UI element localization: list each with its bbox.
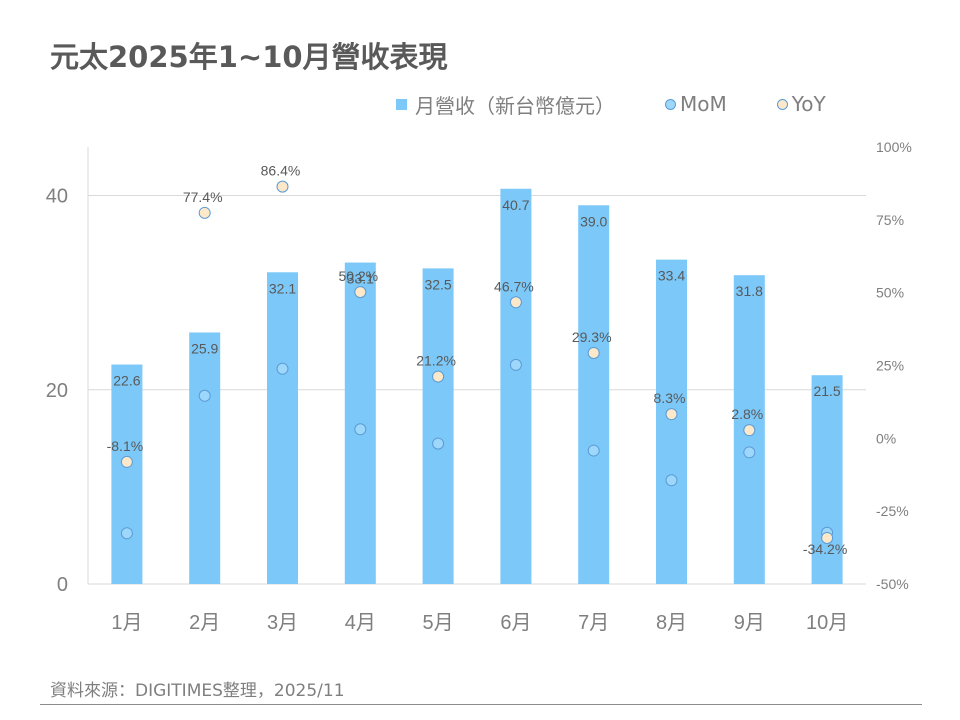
bar-revenue bbox=[111, 364, 143, 584]
y-left-tick-label: 20 bbox=[46, 380, 68, 402]
marker-yoy bbox=[821, 531, 834, 544]
x-tick-label: 5月 bbox=[423, 612, 454, 634]
bar-data-label: 21.5 bbox=[813, 383, 840, 399]
marker-yoy bbox=[198, 206, 211, 219]
bar-revenue bbox=[189, 332, 221, 584]
marker-yoy bbox=[276, 180, 289, 193]
legend-label-revenue: 月營收（新台幣億元） bbox=[415, 93, 615, 118]
marker-yoy bbox=[509, 296, 522, 309]
footer-divider bbox=[40, 704, 922, 705]
marker-mom bbox=[743, 446, 756, 459]
source-note: 資料來源：DIGITIMES整理，2025/11 bbox=[50, 681, 345, 701]
legend-item-revenue: 月營收（新台幣億元） bbox=[396, 90, 615, 119]
legend-label-yoy: YoY bbox=[791, 92, 826, 116]
bar-revenue bbox=[500, 188, 532, 584]
y-left-tick-label: 0 bbox=[57, 574, 68, 596]
y-right-tick-label: -25% bbox=[876, 503, 909, 519]
marker-mom bbox=[432, 437, 445, 450]
x-tick-label: 10月 bbox=[806, 612, 848, 634]
bar-data-label: 33.1 bbox=[347, 271, 374, 287]
y-right-tick-label: 0% bbox=[876, 430, 896, 446]
legend-item-mom: MoM bbox=[665, 92, 727, 116]
bar-data-label: 32.5 bbox=[424, 276, 451, 292]
yoy-data-label: 50.2% bbox=[338, 268, 378, 284]
y-right-tick-label: 25% bbox=[876, 358, 904, 374]
bar-revenue bbox=[267, 272, 298, 584]
bar-revenue bbox=[344, 262, 376, 584]
yoy-data-label: 86.4% bbox=[261, 163, 301, 179]
legend-square-icon bbox=[396, 98, 407, 110]
y-right-tick-label: 100% bbox=[876, 139, 912, 155]
yoy-data-label: 77.4% bbox=[183, 189, 223, 205]
marker-yoy bbox=[665, 408, 678, 421]
marker-mom bbox=[354, 423, 367, 436]
y-left-tick-label: 40 bbox=[46, 186, 68, 208]
bar-revenue bbox=[811, 375, 843, 584]
yoy-data-label: 2.8% bbox=[731, 406, 763, 422]
marker-mom bbox=[198, 389, 211, 402]
marker-yoy bbox=[432, 370, 445, 383]
bar-data-label: 33.4 bbox=[658, 268, 685, 284]
x-tick-label: 7月 bbox=[578, 612, 609, 634]
marker-mom bbox=[587, 444, 600, 457]
x-tick-label: 4月 bbox=[345, 612, 376, 634]
bar-data-label: 25.9 bbox=[191, 340, 218, 356]
legend-circle-icon bbox=[776, 98, 788, 110]
x-tick-label: 3月 bbox=[267, 612, 298, 634]
x-tick-label: 2月 bbox=[189, 612, 220, 634]
bar-data-label: 31.8 bbox=[736, 283, 763, 299]
marker-mom bbox=[665, 474, 678, 487]
marker-yoy bbox=[354, 286, 367, 299]
marker-mom bbox=[509, 358, 522, 371]
yoy-data-label: 29.3% bbox=[572, 329, 612, 345]
marker-yoy bbox=[587, 346, 600, 359]
bar-revenue bbox=[422, 268, 454, 584]
marker-mom bbox=[120, 527, 133, 540]
yoy-data-label: 46.7% bbox=[494, 278, 534, 294]
bar-data-label: 40.7 bbox=[502, 197, 529, 213]
marker-yoy bbox=[743, 424, 756, 437]
legend-label-mom: MoM bbox=[680, 92, 727, 116]
y-right-tick-label: 50% bbox=[876, 285, 904, 301]
legend-item-yoy: YoY bbox=[776, 92, 826, 116]
legend-circle-icon bbox=[665, 98, 676, 110]
x-tick-label: 6月 bbox=[500, 612, 531, 634]
marker-mom bbox=[276, 362, 289, 375]
marker-yoy bbox=[120, 455, 133, 468]
x-tick-label: 1月 bbox=[111, 612, 142, 634]
chart-title: 元太2025年1~10月營收表現 bbox=[50, 40, 448, 74]
yoy-data-label: 8.3% bbox=[654, 390, 686, 406]
yoy-data-label: -34.2% bbox=[803, 541, 847, 557]
bar-data-label: 39.0 bbox=[580, 213, 607, 229]
bar-data-label: 32.1 bbox=[269, 280, 296, 296]
x-tick-label: 9月 bbox=[734, 612, 765, 634]
bar-revenue bbox=[656, 259, 687, 584]
y-right-tick-label: -50% bbox=[876, 576, 909, 592]
legend: 月營收（新台幣億元） MoM YoY bbox=[396, 90, 876, 118]
yoy-data-label: -8.1% bbox=[107, 438, 144, 454]
y-right-tick-label: 75% bbox=[876, 212, 904, 228]
yoy-data-label: 21.2% bbox=[416, 353, 456, 369]
bar-data-label: 22.6 bbox=[113, 373, 140, 389]
x-tick-label: 8月 bbox=[656, 612, 687, 634]
bar-revenue bbox=[578, 205, 610, 584]
